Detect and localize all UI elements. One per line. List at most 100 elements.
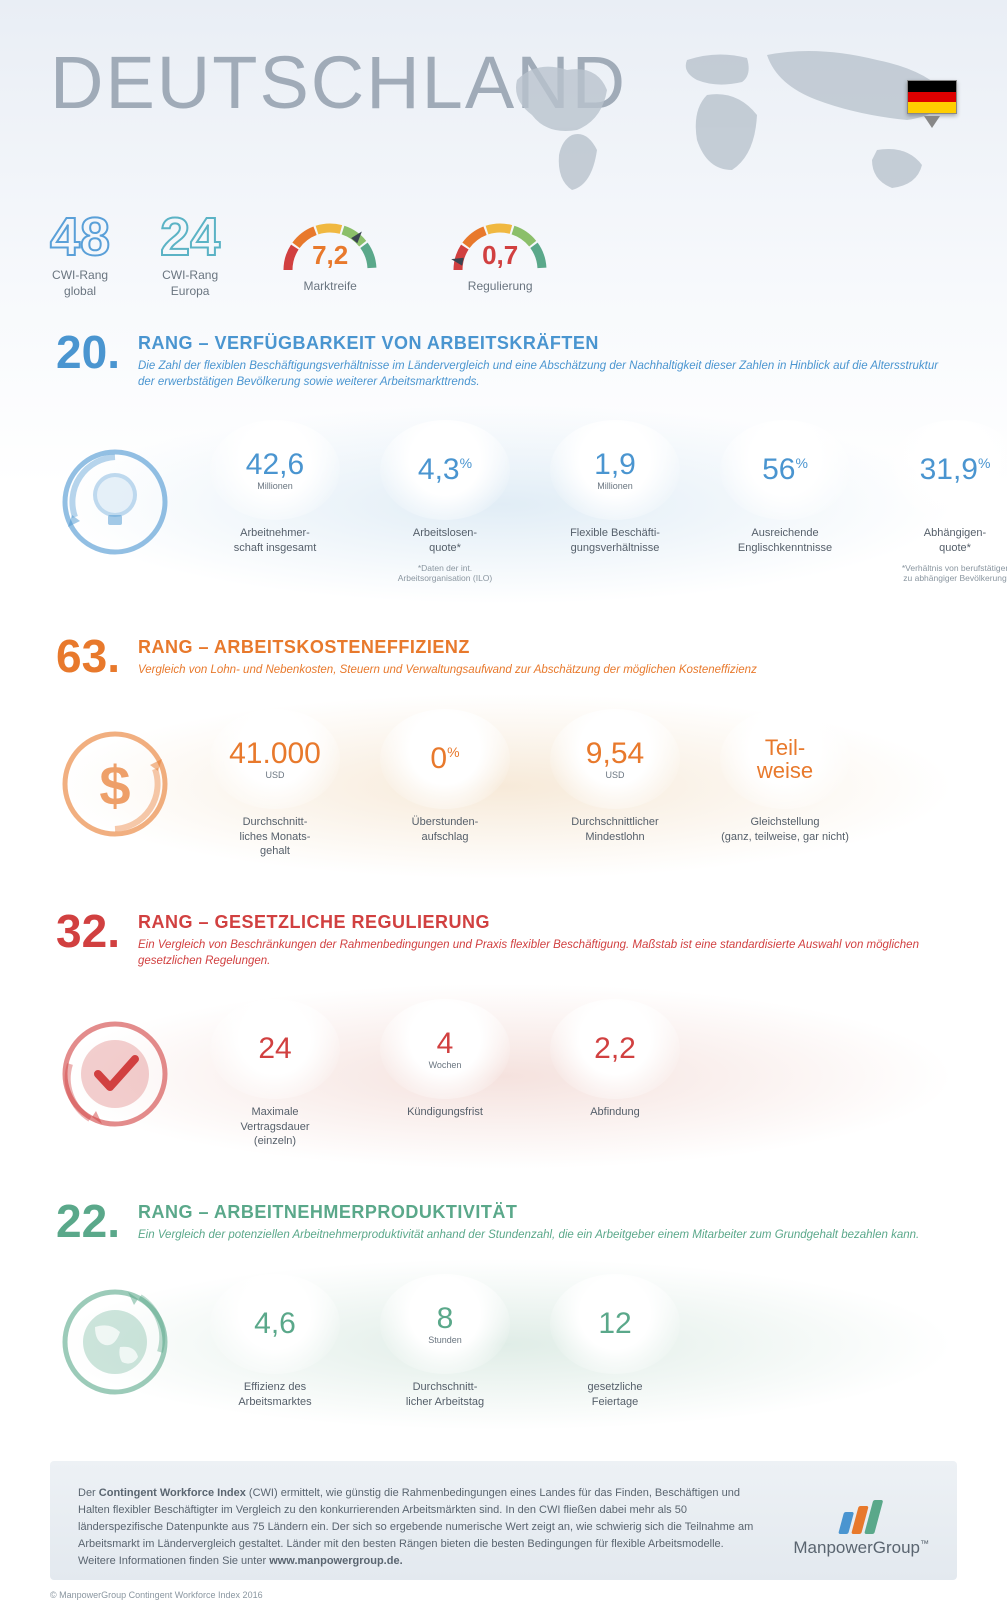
section-rank: 20.	[50, 329, 120, 375]
section-header: 22. RANG – ARBEITNEHMERPRODUKTIVITÄT Ein…	[50, 1198, 957, 1244]
section-desc: Vergleich von Lohn- und Nebenkosten, Ste…	[138, 662, 957, 678]
stat-value: 9,54	[586, 739, 644, 769]
stat-item: 8 Stunden Durchschnitt- licher Arbeitsta…	[370, 1274, 520, 1409]
section-rank: 32.	[50, 908, 120, 954]
stat-bubble: 1,9 Millionen	[550, 420, 680, 520]
stat-item: 4,3% Arbeitslosen- quote* *Daten der int…	[370, 420, 520, 583]
stat-bubble: 56%	[720, 420, 850, 520]
section-titles: RANG – ARBEITNEHMERPRODUKTIVITÄT Ein Ver…	[138, 1198, 957, 1243]
stats-row: 24 Maximale Vertragsdauer (einzeln) 4 Wo…	[200, 999, 947, 1148]
stat-unit: USD	[605, 770, 624, 780]
stat-value: 31,9%	[920, 455, 991, 485]
stat-unit: Stunden	[428, 1335, 462, 1345]
stat-bubble: 9,54 USD	[550, 709, 680, 809]
stat-item: 31,9% Abhängigen- quote* *Verhältnis von…	[880, 420, 1007, 583]
stat-bubble: 31,9%	[890, 420, 1007, 520]
flag-stripe-black	[908, 81, 956, 92]
manpower-logo: ManpowerGroup™	[793, 1498, 929, 1558]
stat-bubble: 4 Wochen	[380, 999, 510, 1099]
section-rank: 63.	[50, 633, 120, 679]
flag-stripe-gold	[908, 102, 956, 113]
stat-label: Kündigungsfrist	[370, 1105, 520, 1119]
stat-value: 4,6	[254, 1309, 296, 1339]
section: 20. RANG – VERFÜGBARKEIT VON ARBEITSKRÄF…	[50, 329, 957, 605]
globe-icon	[60, 1287, 170, 1397]
rank-europe-value: 24	[160, 210, 220, 264]
flag-pin-icon	[924, 116, 940, 128]
stats-row: 41.000 USD Durchschnitt- liches Monats- …	[200, 709, 947, 858]
header: DEUTSCHLAND	[50, 40, 957, 200]
stat-item: 42,6 Millionen Arbeitnehmer- schaft insg…	[200, 420, 350, 583]
stat-unit: Millionen	[597, 481, 633, 491]
stat-value: 2,2	[594, 1034, 636, 1064]
section-title: RANG – GESETZLICHE REGULIERUNG	[138, 912, 957, 933]
infographic-page: DEUTSCHLAND 48 CWI-Rang global	[0, 0, 1007, 1620]
section-body: 42,6 Millionen Arbeitnehmer- schaft insg…	[50, 404, 957, 605]
gauge-1: 7,2	[270, 210, 390, 275]
stat-bubble: 8 Stunden	[380, 1274, 510, 1374]
stat-item: 4,6 Effizienz des Arbeitsmarktes	[200, 1274, 350, 1409]
section-body: $ 41.000 USD Durchschnitt- liches Monats…	[50, 693, 957, 880]
rank-global-value: 48	[50, 210, 110, 264]
section: 63. RANG – ARBEITSKOSTENEFFIZIENZ Vergle…	[50, 633, 957, 880]
section-header: 63. RANG – ARBEITSKOSTENEFFIZIENZ Vergle…	[50, 633, 957, 679]
section-titles: RANG – GESETZLICHE REGULIERUNG Ein Vergl…	[138, 908, 957, 969]
stat-label: Durchschnitt- licher Arbeitstag	[370, 1380, 520, 1409]
country-flag	[907, 80, 957, 128]
stat-item: 24 Maximale Vertragsdauer (einzeln)	[200, 999, 350, 1148]
stat-value: 41.000	[229, 739, 321, 769]
stat-item: 1,9 Millionen Flexible Beschäfti- gungsv…	[540, 420, 690, 583]
section-title: RANG – ARBEITSKOSTENEFFIZIENZ	[138, 637, 957, 658]
stats-row: 4,6 Effizienz des Arbeitsmarktes 8 Stund…	[200, 1274, 947, 1409]
stat-label: Durchschnitt- liches Monats- gehalt	[200, 815, 350, 858]
stat-item: 41.000 USD Durchschnitt- liches Monats- …	[200, 709, 350, 858]
bulb-icon	[60, 447, 170, 557]
stat-value: 4,3%	[418, 455, 472, 485]
stat-label: Arbeitslosen- quote*	[370, 526, 520, 555]
flag-stripe-red	[908, 92, 956, 103]
section-header: 32. RANG – GESETZLICHE REGULIERUNG Ein V…	[50, 908, 957, 969]
stat-value: 42,6	[246, 450, 304, 480]
gauge-1-label: Marktreife	[270, 279, 390, 293]
stat-label: Ausreichende Englischkenntnisse	[710, 526, 860, 555]
stat-bubble: Teil- weise	[720, 709, 850, 809]
rank-europe: 24 CWI-Rang Europa	[160, 210, 220, 299]
stat-value: 8	[437, 1304, 454, 1334]
stat-label: Flexible Beschäfti- gungsverhältnisse	[540, 526, 690, 555]
gauge-2: 0,7	[440, 210, 560, 275]
copyright: © ManpowerGroup Contingent Workforce Ind…	[50, 1590, 957, 1600]
stat-item: 9,54 USD Durchschnittlicher Mindestlohn	[540, 709, 690, 858]
stat-bubble: 4,3%	[380, 420, 510, 520]
stat-note: *Daten der int. Arbeitsorganisation (ILO…	[370, 563, 520, 583]
stats-row: 42,6 Millionen Arbeitnehmer- schaft insg…	[200, 420, 1007, 583]
stat-value: 0%	[430, 744, 459, 774]
stat-unit: Millionen	[257, 481, 293, 491]
stat-value: 12	[598, 1309, 631, 1339]
stat-label: Effizienz des Arbeitsmarktes	[200, 1380, 350, 1409]
stat-bubble: 2,2	[550, 999, 680, 1099]
section: 32. RANG – GESETZLICHE REGULIERUNG Ein V…	[50, 908, 957, 1170]
stat-value: Teil- weise	[757, 736, 813, 782]
stat-label: Maximale Vertragsdauer (einzeln)	[200, 1105, 350, 1148]
stat-bubble: 0%	[380, 709, 510, 809]
stat-bubble: 41.000 USD	[210, 709, 340, 809]
rank-global: 48 CWI-Rang global	[50, 210, 110, 299]
stat-label: Gleichstellung (ganz, teilweise, gar nic…	[710, 815, 860, 844]
stat-unit: USD	[265, 770, 284, 780]
stat-label: gesetzliche Feiertage	[540, 1380, 690, 1409]
stat-label: Durchschnittlicher Mindestlohn	[540, 815, 690, 844]
stat-bubble: 4,6	[210, 1274, 340, 1374]
logo-bars	[789, 1498, 934, 1534]
flag-stripes	[907, 80, 957, 114]
rank-global-label: CWI-Rang global	[50, 268, 110, 299]
stat-value: 56%	[762, 455, 808, 485]
logo-bar	[864, 1500, 883, 1534]
section-body: 24 Maximale Vertragsdauer (einzeln) 4 Wo…	[50, 983, 957, 1170]
svg-text:$: $	[99, 754, 130, 817]
stat-item: 2,2 Abfindung	[540, 999, 690, 1148]
sections-container: 20. RANG – VERFÜGBARKEIT VON ARBEITSKRÄF…	[50, 329, 957, 1431]
check-icon	[60, 1019, 170, 1129]
section-title: RANG – VERFÜGBARKEIT VON ARBEITSKRÄFTEN	[138, 333, 957, 354]
stat-value: 1,9	[594, 450, 636, 480]
top-metrics: 48 CWI-Rang global 24 CWI-Rang Europa 7,…	[50, 210, 957, 299]
